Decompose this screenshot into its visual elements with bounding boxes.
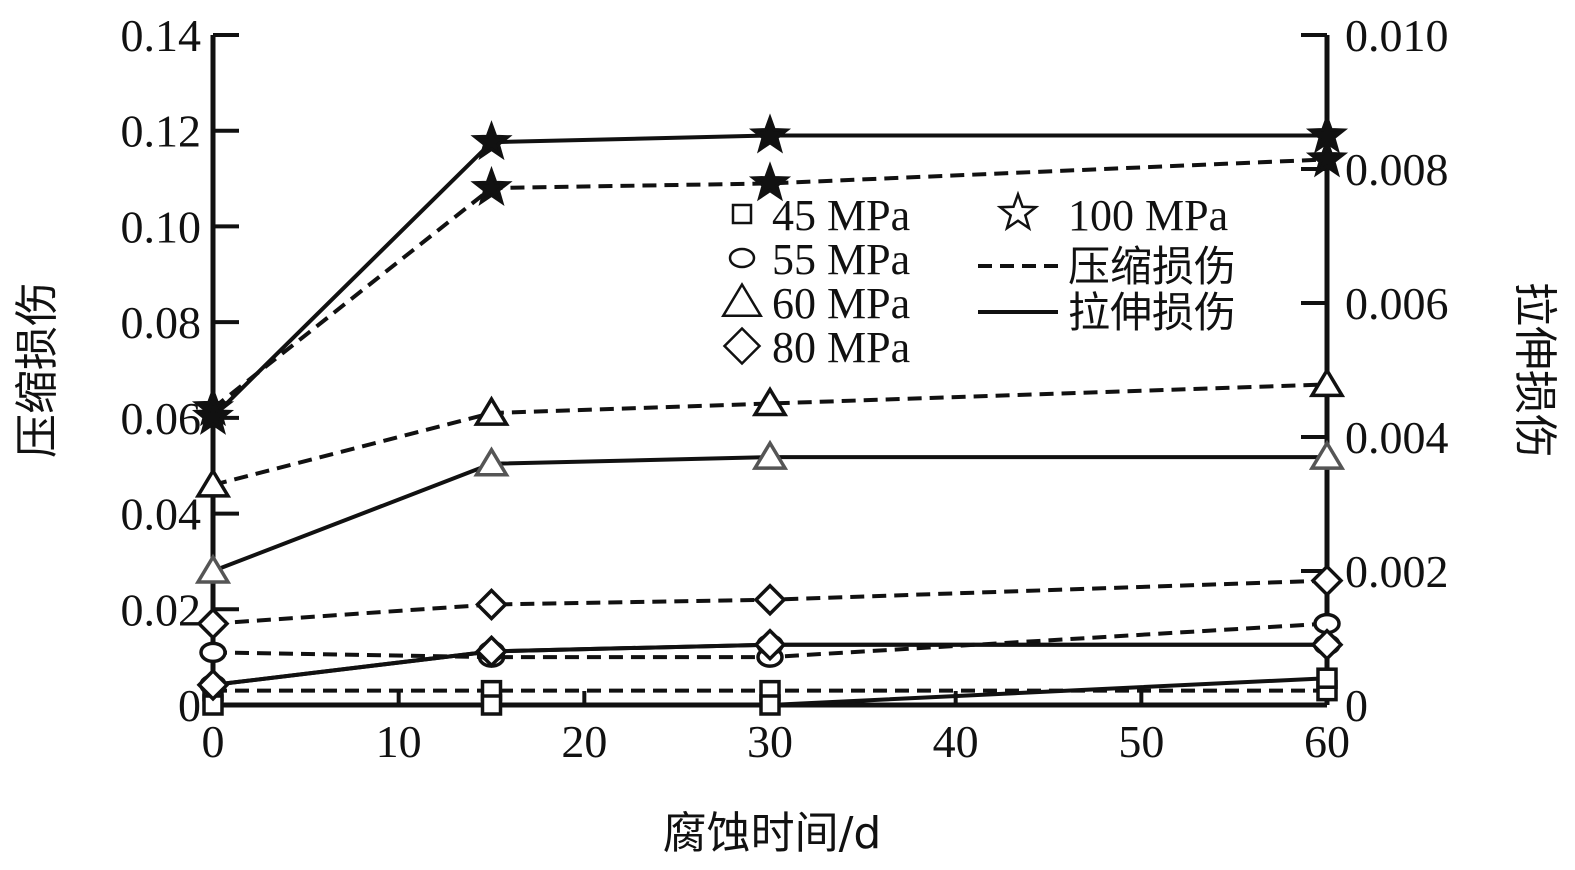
y-left-tick-label: 0: [178, 680, 201, 731]
x-tick-label: 60: [1304, 716, 1350, 767]
y-left-tick-label: 0.10: [121, 201, 202, 252]
y-axis-right-title: 拉伸损伤: [1509, 282, 1560, 458]
x-tick-label: 50: [1118, 716, 1164, 767]
legend-label: 100 MPa: [1068, 191, 1228, 240]
axes-group: 0 10 20 30 40 50 6000.020.040.060.080.100.120.…: [121, 10, 1449, 767]
data-point-square-tension: [1316, 667, 1338, 689]
data-point-star-tension: [748, 113, 792, 154]
data-point-diamond-compression: [475, 588, 508, 621]
data-point-star-tension: [470, 120, 513, 161]
y-left-tick-label: 0.02: [121, 584, 202, 635]
series-line-star-compression: [211, 157, 1328, 410]
data-point-triangle-compression: [473, 395, 510, 426]
legend-marker-triangle: [721, 282, 763, 317]
y-left-tick-label: 0.14: [121, 10, 202, 61]
data-point-triangle-compression: [751, 386, 789, 417]
data-point-triangle-tension: [751, 439, 789, 470]
legend-label: 拉伸损伤: [1068, 288, 1236, 337]
y-left-tick-label: 0.08: [121, 297, 202, 348]
y-left-tick-label: 0.06: [121, 393, 202, 444]
legend-label: 60 MPa: [772, 279, 910, 328]
series-group: [191, 113, 1349, 716]
y-left-tick-label: 0.04: [121, 489, 202, 540]
series-line-diamond-compression: [212, 578, 1328, 626]
series-line-triangle-tension: [212, 455, 1327, 573]
data-point-triangle-tension: [194, 553, 232, 584]
data-point-star-tension: [191, 394, 235, 435]
data-point-triangle-compression: [1308, 366, 1346, 398]
data-point-diamond-tension: [1310, 628, 1344, 662]
y-axis-left-title: 压缩损伤: [12, 282, 63, 458]
data-point-diamond-tension: [475, 634, 508, 668]
data-point-square-tension: [480, 694, 503, 716]
data-point-star-compression: [470, 165, 513, 207]
x-axis-title: 腐蚀时间/d: [663, 808, 882, 859]
y-right-tick-label: 0: [1345, 680, 1368, 731]
legend-marker-square: [731, 203, 753, 225]
data-point-square-tension: [759, 694, 781, 716]
data-point-diamond-tension: [196, 668, 230, 702]
series-line-circle-compression: [212, 621, 1328, 660]
x-tick-label: 30: [747, 716, 793, 767]
legend-label: 45 MPa: [772, 191, 910, 240]
y-right-tick-label: 0.002: [1345, 546, 1449, 597]
data-point-diamond-compression: [753, 583, 787, 617]
y-right-tick-label: 0.008: [1345, 144, 1449, 195]
x-tick-label: 20: [561, 716, 607, 767]
legend-label: 压缩损伤: [1068, 242, 1236, 291]
legend-marker-circle: [728, 247, 756, 269]
series-line-square-tension: [213, 676, 1328, 707]
x-tick-label: 10: [376, 716, 422, 767]
series-line-triangle-compression: [212, 382, 1328, 487]
data-point-diamond-compression: [196, 607, 230, 641]
legend-label: 80 MPa: [772, 323, 910, 372]
data-point-star-compression: [1305, 137, 1349, 178]
x-tick-label: 0: [202, 716, 225, 767]
data-point-triangle-compression: [194, 467, 232, 498]
y-right-tick-label: 0.004: [1345, 412, 1449, 463]
data-point-triangle-tension: [473, 446, 510, 477]
series-line-diamond-tension: [212, 642, 1327, 687]
legend-label: 55 MPa: [772, 235, 910, 284]
data-point-triangle-tension: [1308, 439, 1346, 470]
y-left-tick-label: 0.12: [121, 106, 202, 157]
y-right-tick-label: 0.010: [1345, 10, 1449, 61]
data-point-diamond-tension: [753, 628, 787, 662]
data-point-star-compression: [748, 161, 792, 202]
data-point-star-tension: [1305, 113, 1349, 154]
legend-marker-star: [996, 190, 1040, 232]
data-point-circle-compression: [199, 641, 227, 664]
x-tick-label: 40: [933, 716, 979, 767]
y-right-tick-label: 0.006: [1345, 278, 1449, 329]
legend-marker-diamond: [722, 326, 762, 366]
data-point-diamond-compression: [1310, 564, 1344, 598]
series-line-star-tension: [211, 133, 1327, 419]
